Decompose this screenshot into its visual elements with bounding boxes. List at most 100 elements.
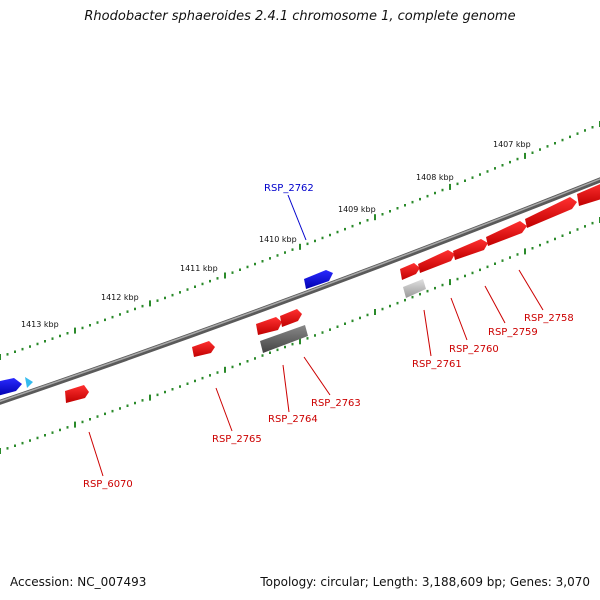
gene-RSP_2764-b[interactable]	[280, 309, 302, 327]
leader-RSP_2760	[450, 297, 468, 341]
scale-tick	[141, 399, 144, 402]
leader-RSP_2764	[282, 364, 290, 413]
label-RSP_2761[interactable]: RSP_2761	[412, 359, 462, 370]
label-RSP_2760[interactable]: RSP_2760	[449, 344, 499, 355]
scale-tick	[359, 221, 361, 225]
scale-tick	[209, 374, 211, 377]
scale-tick	[464, 274, 466, 278]
leader-RSP_2765	[215, 387, 233, 432]
scale-tick	[246, 360, 249, 363]
scale-label-1407: 1407 kbp	[493, 140, 531, 149]
scale-tick	[374, 214, 376, 221]
scale-tick	[51, 431, 54, 434]
scale-tick	[546, 145, 549, 148]
scale-tick	[321, 236, 324, 240]
scale-tick	[126, 404, 129, 407]
gene-RSP_2763[interactable]	[260, 325, 308, 353]
scale-tick	[509, 160, 511, 164]
scale-tick	[501, 259, 504, 262]
scale-tick	[21, 347, 24, 351]
label-RSP_2764[interactable]: RSP_2764	[268, 414, 318, 425]
outer-scale-ticks	[0, 121, 600, 360]
scale-tick	[426, 289, 429, 293]
scale-tick	[29, 439, 31, 442]
scale-tick	[411, 200, 414, 204]
scale-tick	[149, 300, 151, 307]
scale-tick	[419, 197, 421, 201]
label-RSP_2763[interactable]: RSP_2763	[311, 398, 361, 409]
scale-tick	[366, 313, 369, 317]
scale-tick	[119, 313, 121, 316]
gene-RSP_2764-a[interactable]	[256, 317, 282, 335]
leader-RSP_2759	[484, 285, 506, 324]
scale-tick	[584, 129, 586, 132]
scale-tick	[44, 340, 46, 343]
gene-RSP_2762[interactable]	[304, 270, 333, 289]
scale-tick	[359, 316, 361, 320]
scale-tick	[89, 418, 91, 421]
scale-tick	[494, 262, 496, 265]
scale-tick	[501, 164, 504, 167]
scale-tick	[291, 248, 294, 251]
scale-tick	[434, 191, 436, 195]
scale-tick	[239, 362, 241, 366]
gene-reverse-left-edge[interactable]	[0, 378, 22, 396]
gene-cyan-marker[interactable]	[25, 377, 33, 388]
backbone-highlight	[0, 178, 600, 403]
scale-tick	[479, 268, 481, 272]
gene-RSP_2759b[interactable]	[486, 221, 527, 246]
gene-RSP_2761-red[interactable]	[400, 263, 420, 280]
scale-tick	[231, 271, 234, 274]
scale-tick	[74, 421, 76, 428]
scale-tick	[29, 345, 31, 348]
scale-tick	[216, 277, 219, 280]
scale-tick	[96, 415, 99, 418]
gene-labels: RSP_2762 RSP_2758 RSP_2759 RSP_2760 RSP_…	[83, 183, 574, 490]
scale-tick	[89, 324, 91, 327]
leader-RSP_2761	[423, 309, 432, 357]
scale-tick	[404, 204, 406, 207]
scale-tick	[111, 315, 114, 319]
scale-labels: 1407 kbp 1408 kbp 1409 kbp 1410 kbp 1411…	[21, 140, 531, 329]
gene-RSP_2761[interactable]	[403, 279, 426, 298]
scale-tick	[276, 254, 279, 257]
scale-tick	[81, 326, 84, 330]
scale-tick	[396, 207, 399, 210]
scale-tick	[291, 342, 294, 346]
leader-RSP_2758	[518, 269, 544, 311]
gene-RSP_2758[interactable]	[525, 197, 577, 228]
label-RSP_6070[interactable]: RSP_6070	[83, 479, 133, 490]
scale-tick	[126, 310, 129, 313]
scale-tick	[321, 331, 324, 334]
label-RSP_2765[interactable]: RSP_2765	[212, 434, 262, 445]
map-title: Rhodobacter sphaeroides 2.4.1 chromosome…	[84, 9, 516, 24]
scale-tick	[261, 354, 264, 357]
chromosome-backbone	[0, 177, 600, 405]
label-RSP_2762[interactable]: RSP_2762	[264, 183, 314, 194]
scale-tick	[441, 188, 444, 192]
scale-tick	[554, 237, 556, 241]
scale-tick	[411, 295, 414, 299]
scale-tick	[36, 342, 39, 346]
scale-label-1409: 1409 kbp	[338, 205, 376, 214]
gene-right-edge[interactable]	[577, 182, 600, 206]
scale-tick	[494, 167, 496, 170]
label-RSP_2758[interactable]: RSP_2758	[524, 313, 574, 324]
scale-label-1412: 1412 kbp	[101, 293, 139, 302]
label-RSP_2759[interactable]: RSP_2759	[488, 327, 538, 338]
gene-RSP_2765[interactable]	[192, 341, 215, 357]
scale-tick	[164, 390, 166, 394]
scale-tick	[81, 420, 84, 424]
scale-label-1410: 1410 kbp	[259, 235, 297, 244]
scale-tick	[21, 441, 24, 445]
gene-RSP_2760[interactable]	[418, 250, 455, 273]
scale-tick	[6, 447, 9, 450]
scale-tick	[456, 182, 459, 186]
scale-tick	[381, 307, 384, 311]
scale-tick	[486, 265, 489, 269]
scale-tick	[351, 224, 354, 228]
scale-tick	[449, 183, 451, 190]
gene-RSP_6070[interactable]	[65, 385, 89, 403]
gene-RSP_2759[interactable]	[453, 239, 488, 260]
